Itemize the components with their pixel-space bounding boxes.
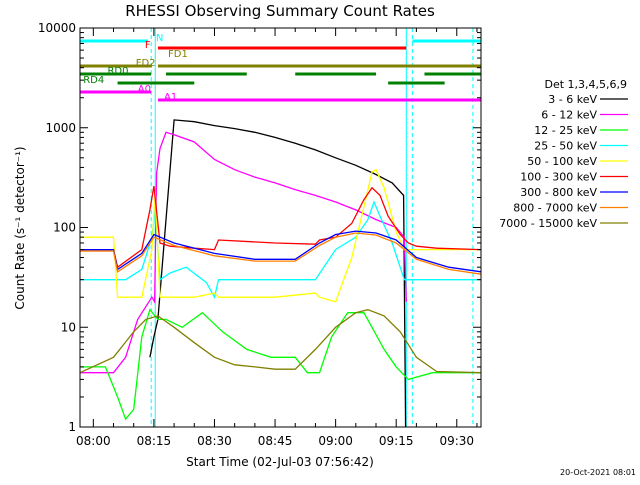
flag-label-fd2: FD2 — [136, 58, 156, 69]
y-tick-label: 1 — [68, 420, 76, 434]
series-line-8 — [79, 309, 482, 374]
series-line-6 — [80, 230, 482, 273]
legend-label-3: 25 - 50 keV — [534, 140, 597, 153]
x-tick-label: 08:30 — [197, 434, 232, 448]
x-tick-label: 09:30 — [439, 434, 474, 448]
y-tick-label: 10 — [61, 320, 76, 334]
series-line-2 — [80, 308, 481, 421]
series-line-4 — [80, 168, 481, 303]
chart-title: RHESSI Observing Summary Count Rates — [125, 2, 435, 20]
series-line-7 — [80, 232, 482, 275]
flag-label-rd0: RD0 — [107, 66, 128, 77]
flag-label-a1: A1 — [164, 92, 177, 103]
legend-label-4: 50 - 100 keV — [527, 155, 597, 168]
legend-label-2: 12 - 25 keV — [534, 124, 597, 137]
x-tick-label: 09:00 — [318, 434, 353, 448]
y-tick-label: 100 — [53, 221, 76, 235]
y-tick-label: 1000 — [45, 121, 76, 135]
legend-label-5: 100 - 300 keV — [520, 171, 597, 184]
flag-label-rd4: RD4 — [83, 75, 104, 86]
x-tick-label: 08:45 — [258, 434, 293, 448]
x-tick-label: 08:15 — [137, 434, 172, 448]
x-tick-label: 08:00 — [76, 434, 111, 448]
legend-title: Det 1,3,4,5,6,9 — [544, 78, 627, 91]
flag-label-fd1: FD1 — [168, 49, 188, 60]
flag-label-f: F — [145, 40, 151, 51]
flag-label-n: N — [156, 33, 163, 44]
legend-label-0: 3 - 6 keV — [548, 93, 597, 106]
series-line-0 — [149, 119, 407, 428]
x-axis-label: Start Time (02-Jul-03 07:56:42) — [186, 455, 374, 469]
x-tick-label: 09:15 — [379, 434, 414, 448]
y-axis-label: Count Rate (s⁻¹ detector⁻¹) — [13, 146, 27, 309]
legend-label-1: 6 - 12 keV — [541, 109, 597, 122]
flag-label-a0: A0 — [138, 84, 151, 95]
generation-timestamp: 20-Oct-2021 08:01 — [560, 468, 636, 477]
legend-label-7: 800 - 7000 keV — [513, 202, 597, 215]
legend-label-8: 7000 - 15000 keV — [499, 217, 597, 230]
legend-label-6: 300 - 800 keV — [520, 186, 597, 199]
y-tick-label: 10000 — [38, 21, 76, 35]
series-line-5 — [80, 185, 482, 269]
